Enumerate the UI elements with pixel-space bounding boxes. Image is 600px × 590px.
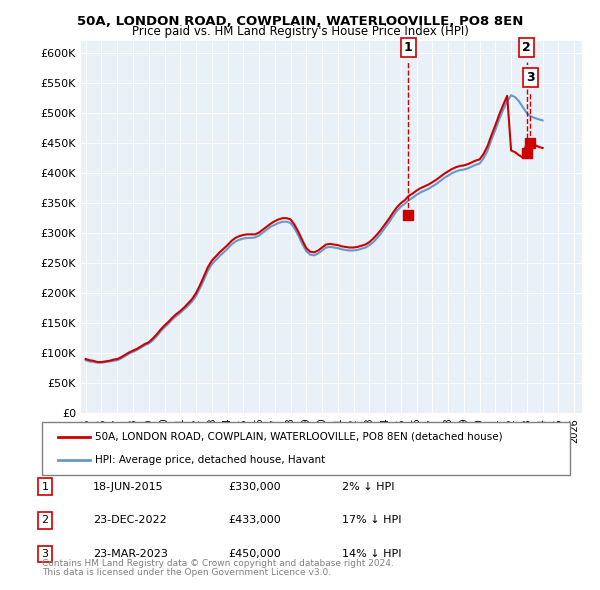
- Text: 18-JUN-2015: 18-JUN-2015: [93, 482, 164, 491]
- Text: 17% ↓ HPI: 17% ↓ HPI: [342, 516, 401, 525]
- Text: £433,000: £433,000: [228, 516, 281, 525]
- Text: 1: 1: [404, 41, 412, 54]
- Text: This data is licensed under the Open Government Licence v3.0.: This data is licensed under the Open Gov…: [42, 568, 331, 577]
- Text: 23-DEC-2022: 23-DEC-2022: [93, 516, 167, 525]
- Text: 2% ↓ HPI: 2% ↓ HPI: [342, 482, 395, 491]
- Text: HPI: Average price, detached house, Havant: HPI: Average price, detached house, Hava…: [95, 455, 325, 465]
- Text: 23-MAR-2023: 23-MAR-2023: [93, 549, 168, 559]
- Text: £450,000: £450,000: [228, 549, 281, 559]
- Text: Price paid vs. HM Land Registry's House Price Index (HPI): Price paid vs. HM Land Registry's House …: [131, 25, 469, 38]
- Text: 3: 3: [41, 549, 49, 559]
- FancyBboxPatch shape: [42, 422, 570, 475]
- Text: £330,000: £330,000: [228, 482, 281, 491]
- Text: Contains HM Land Registry data © Crown copyright and database right 2024.: Contains HM Land Registry data © Crown c…: [42, 559, 394, 568]
- Text: 3: 3: [526, 71, 535, 84]
- Text: 50A, LONDON ROAD, COWPLAIN, WATERLOOVILLE, PO8 8EN (detached house): 50A, LONDON ROAD, COWPLAIN, WATERLOOVILL…: [95, 432, 502, 442]
- Text: 14% ↓ HPI: 14% ↓ HPI: [342, 549, 401, 559]
- Text: 1: 1: [41, 482, 49, 491]
- Text: 2: 2: [522, 41, 531, 54]
- Text: 2: 2: [41, 516, 49, 525]
- Text: 50A, LONDON ROAD, COWPLAIN, WATERLOOVILLE, PO8 8EN: 50A, LONDON ROAD, COWPLAIN, WATERLOOVILL…: [77, 15, 523, 28]
